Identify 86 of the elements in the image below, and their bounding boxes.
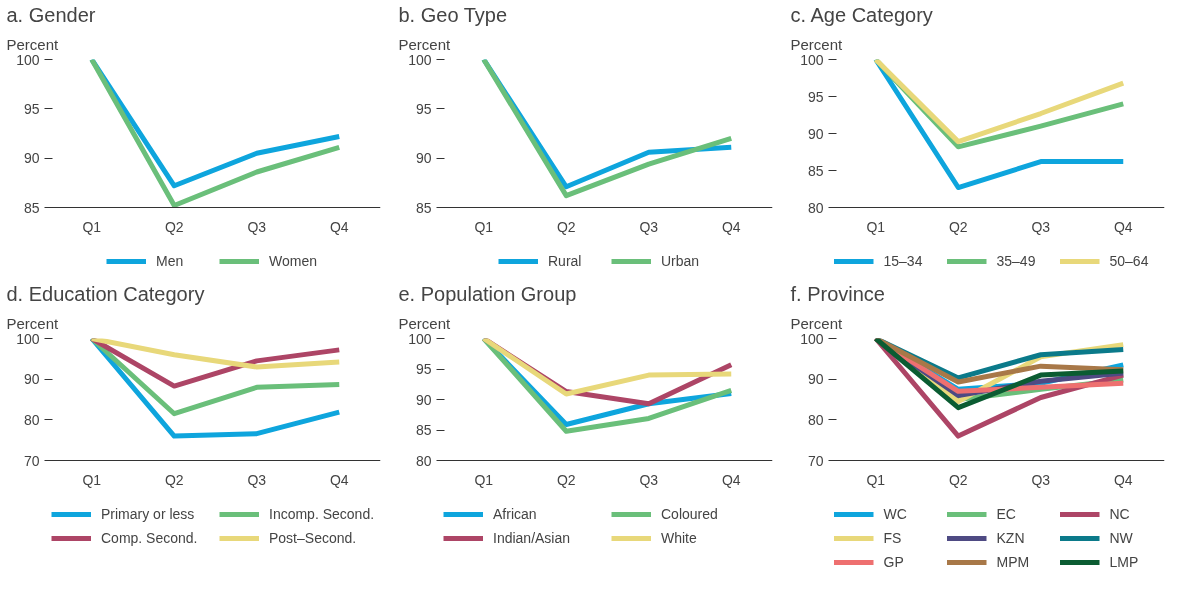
chart-title: b. Geo Type xyxy=(398,3,508,26)
y-tick-label: 100 xyxy=(800,330,824,347)
legend-label: African xyxy=(493,506,538,522)
y-tick-label: 100 xyxy=(408,51,432,68)
legend-label: Rural xyxy=(548,253,583,269)
x-tick-label: Q3 xyxy=(1031,218,1051,235)
y-axis-title: Percent xyxy=(6,314,60,332)
x-tick-label: Q2 xyxy=(556,471,576,488)
y-tick-label: 100 xyxy=(800,51,824,68)
y-tick-label: 85 xyxy=(23,199,40,216)
x-tick-label: Q1 xyxy=(82,218,102,235)
legend-label: Comp. Second. xyxy=(101,530,199,546)
x-tick-label: Q3 xyxy=(247,218,267,235)
chart-title: f. Province xyxy=(790,282,885,305)
x-tick-label: Q3 xyxy=(247,471,267,488)
y-tick-label: 85 xyxy=(807,162,824,179)
legend-label: NC xyxy=(1109,506,1131,522)
x-tick-label: Q2 xyxy=(948,471,968,488)
chart-title: a. Gender xyxy=(6,3,96,26)
x-tick-label: Q4 xyxy=(1113,471,1133,488)
y-axis-title: Percent xyxy=(398,35,452,53)
x-tick-label: Q3 xyxy=(639,471,659,488)
y-tick-label: 95 xyxy=(415,100,432,117)
x-tick-label: Q4 xyxy=(329,218,349,235)
y-tick-label: 90 xyxy=(415,391,432,408)
x-tick-label: Q4 xyxy=(329,471,349,488)
y-tick-label: 90 xyxy=(415,150,432,167)
legend-label: Indian/Asian xyxy=(493,530,572,546)
x-tick-label: Q1 xyxy=(866,218,886,235)
x-tick-label: Q4 xyxy=(1113,218,1133,235)
x-tick-label: Q1 xyxy=(474,471,494,488)
y-tick-label: 95 xyxy=(415,361,432,377)
legend-label: LMP xyxy=(1109,554,1140,570)
legend-label: 15–34 xyxy=(883,253,924,269)
y-tick-label: 80 xyxy=(807,411,824,428)
y-axis-title: Percent xyxy=(790,35,844,53)
legend-label: White xyxy=(661,530,698,546)
legend-label: MPM xyxy=(996,554,1031,570)
y-axis-title: Percent xyxy=(398,314,452,332)
y-tick-label: 90 xyxy=(807,125,824,142)
x-tick-label: Q2 xyxy=(164,218,184,235)
x-tick-label: Q4 xyxy=(721,218,741,235)
x-tick-label: Q2 xyxy=(164,471,184,488)
y-tick-label: 90 xyxy=(807,371,824,388)
y-axis-title: Percent xyxy=(790,314,844,332)
y-tick-label: 100 xyxy=(16,330,40,347)
legend-label: Post–Second. xyxy=(269,530,358,546)
y-axis-title: Percent xyxy=(6,35,60,53)
x-tick-label: Q1 xyxy=(474,218,494,235)
legend-label: 50–64 xyxy=(1109,253,1150,269)
y-tick-label: 100 xyxy=(408,330,432,347)
legend-label: NW xyxy=(1109,530,1134,546)
y-tick-label: 90 xyxy=(23,150,40,167)
y-tick-label: 85 xyxy=(415,199,432,216)
chart-title: e. Population Group xyxy=(398,282,577,305)
legend-label: GP xyxy=(883,554,905,570)
legend-label: Coloured xyxy=(661,506,719,522)
legend-label: Men xyxy=(156,253,185,269)
y-tick-label: 80 xyxy=(807,199,824,216)
y-tick-label: 90 xyxy=(23,371,40,388)
y-tick-label: 80 xyxy=(23,411,40,428)
x-tick-label: Q3 xyxy=(1031,471,1051,488)
chart-title: d. Education Category xyxy=(6,282,205,305)
legend-label: Incomp. Second. xyxy=(269,506,376,522)
x-tick-label: Q1 xyxy=(866,471,886,488)
legend-label: Urban xyxy=(661,253,701,269)
x-tick-label: Q1 xyxy=(82,471,102,488)
y-tick-label: 95 xyxy=(807,88,824,105)
legend-label: FS xyxy=(883,530,903,546)
x-tick-label: Q2 xyxy=(556,218,576,235)
legend-label: Women xyxy=(269,253,318,269)
legend-label: Primary or less xyxy=(101,506,196,522)
chart-title: c. Age Category xyxy=(790,3,933,26)
x-tick-label: Q2 xyxy=(948,218,968,235)
y-tick-label: 85 xyxy=(415,422,432,438)
y-tick-label: 70 xyxy=(23,452,40,469)
x-tick-label: Q4 xyxy=(721,471,741,488)
legend-label: EC xyxy=(996,506,1017,522)
legend-label: 35–49 xyxy=(996,253,1037,269)
legend-label: KZN xyxy=(996,530,1026,546)
legend-label: WC xyxy=(883,506,908,522)
y-tick-label: 100 xyxy=(16,51,40,68)
x-tick-label: Q3 xyxy=(639,218,659,235)
y-tick-label: 95 xyxy=(23,100,40,117)
y-tick-label: 70 xyxy=(807,452,824,469)
y-tick-label: 80 xyxy=(415,452,432,469)
